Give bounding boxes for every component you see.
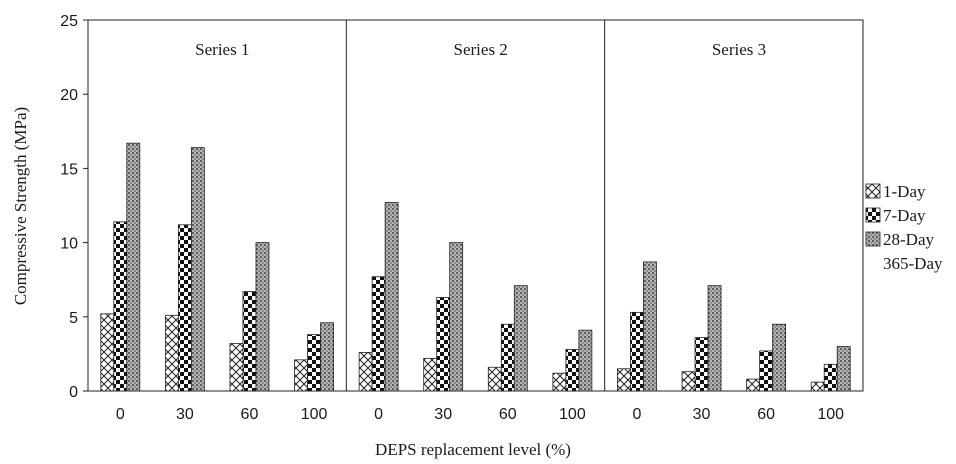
bar-28-day-series-2-0 xyxy=(384,202,399,392)
bar-28-day-series-3-60 xyxy=(772,323,787,392)
axes xyxy=(87,19,864,392)
legend-label-1-day: 1-Day xyxy=(883,182,926,201)
bar-1-day-series-1-100 xyxy=(294,359,308,392)
bar-28-day-series-3-0 xyxy=(643,261,657,392)
x-tick-label: 60 xyxy=(757,406,775,423)
bar-1-day-series-1-30 xyxy=(164,314,179,392)
x-tick-label: 100 xyxy=(301,406,328,423)
x-tick-label: 60 xyxy=(499,406,517,423)
bar-28-day-series-3-100 xyxy=(836,346,851,392)
x-tick-label: 100 xyxy=(559,406,586,423)
series-group-labels: Series 1 Series 2 Series 3 xyxy=(195,40,766,59)
bar-1-day-series-1-60 xyxy=(229,343,244,392)
x-tick-label: 30 xyxy=(434,406,452,423)
bar-1-day-series-3-30 xyxy=(681,371,696,392)
bar-7-day-series-1-60 xyxy=(242,291,257,392)
y-tick-label: 15 xyxy=(60,161,78,178)
bar-7-day-series-3-30 xyxy=(694,337,709,392)
legend-swatch-7-day xyxy=(865,207,881,223)
y-axis-label: Compressive Strength (MPa) xyxy=(11,107,30,305)
y-tick-label: 10 xyxy=(60,236,78,253)
legend-swatch-28-day xyxy=(865,231,881,247)
bar-28-day-series-3-30 xyxy=(707,285,722,392)
bar-28-day-series-2-60 xyxy=(513,285,528,392)
y-axis-ticks: 0 5 10 15 20 25 xyxy=(60,13,88,401)
bar-7-day-series-1-100 xyxy=(307,334,321,392)
bar-7-day-series-3-100 xyxy=(823,363,838,392)
bar-1-day-series-3-100 xyxy=(810,381,825,392)
legend: 1-Day 7-Day 28-Day 365-Day xyxy=(865,182,943,273)
legend-label-28-day: 28-Day xyxy=(883,230,934,249)
bar-7-day-series-2-100 xyxy=(565,349,580,392)
bar-7-day-series-1-0 xyxy=(113,221,128,392)
series-group-label: Series 1 xyxy=(195,40,249,59)
bar-1-day-series-2-30 xyxy=(423,357,438,392)
x-tick-label: 0 xyxy=(633,406,642,423)
bar-1-day-series-1-0 xyxy=(100,313,115,392)
legend-label-7-day: 7-Day xyxy=(883,206,926,225)
series-group-label: Series 2 xyxy=(454,40,508,59)
series-dividers xyxy=(345,20,606,391)
bar-28-day-series-2-100 xyxy=(578,329,593,392)
x-tick-label: 30 xyxy=(176,406,194,423)
bar-7-day-series-3-0 xyxy=(630,311,644,392)
bar-7-day-series-2-60 xyxy=(500,323,515,392)
x-tick-label: 30 xyxy=(693,406,711,423)
x-axis-tick-labels: 0 30 60 100 0 30 60 100 0 30 60 100 xyxy=(116,406,844,423)
x-tick-label: 0 xyxy=(374,406,383,423)
bar-28-day-series-1-30 xyxy=(190,147,205,392)
bar-7-day-series-3-60 xyxy=(759,350,774,392)
x-tick-label: 100 xyxy=(817,406,844,423)
y-tick-label: 25 xyxy=(60,13,78,30)
plot-area-frame xyxy=(87,19,864,392)
y-tick-label: 5 xyxy=(69,310,78,327)
bar-7-day-series-2-0 xyxy=(371,276,386,392)
bar-1-day-series-2-0 xyxy=(358,352,373,392)
bar-1-day-series-2-60 xyxy=(487,366,502,392)
y-tick-label: 0 xyxy=(69,384,78,401)
x-axis-label: DEPS replacement level (%) xyxy=(375,440,571,459)
bar-28-day-series-1-60 xyxy=(255,242,270,392)
y-tick-label: 20 xyxy=(60,87,78,104)
bar-1-day-series-2-100 xyxy=(552,372,567,392)
bar-1-day-series-3-60 xyxy=(746,378,761,392)
bars xyxy=(100,142,851,392)
x-tick-label: 60 xyxy=(241,406,259,423)
bar-7-day-series-1-30 xyxy=(177,224,192,392)
bar-28-day-series-2-30 xyxy=(449,242,464,392)
bar-28-day-series-1-100 xyxy=(320,322,334,392)
bar-7-day-series-2-30 xyxy=(436,297,451,392)
legend-label-365-day: 365-Day xyxy=(883,254,943,273)
x-tick-label: 0 xyxy=(116,406,125,423)
series-group-label: Series 3 xyxy=(712,40,766,59)
bar-28-day-series-1-0 xyxy=(126,142,141,392)
legend-swatch-1-day xyxy=(865,183,881,199)
bar-1-day-series-3-0 xyxy=(617,368,631,392)
